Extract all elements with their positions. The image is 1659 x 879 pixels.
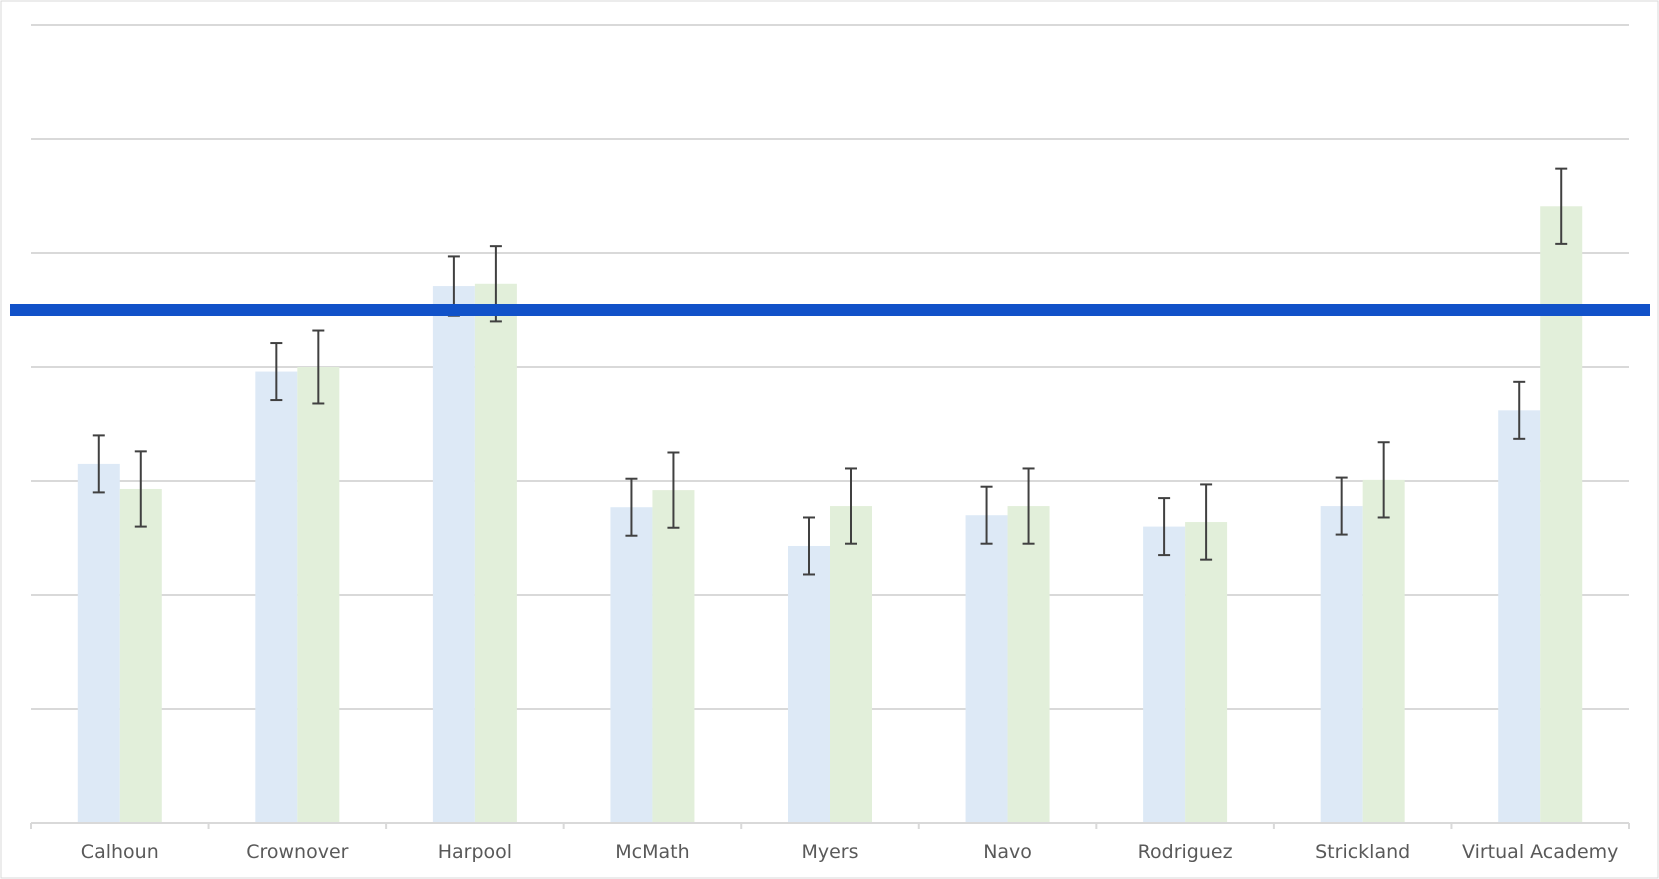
- tick-label: Virtual Academy: [1462, 841, 1618, 863]
- tick-label: Myers: [801, 841, 858, 863]
- tick-label: McMath: [615, 841, 689, 863]
- bar: [830, 506, 872, 823]
- tick-label: Strickland: [1315, 841, 1410, 863]
- x-axis: [30, 822, 1630, 829]
- tick-label: Calhoun: [81, 841, 159, 863]
- bar: [1185, 522, 1228, 823]
- category-labels: Calhoun Crownover Harpool McMath Myers Navo Ro…: [81, 841, 1619, 863]
- tick-label: Navo: [983, 841, 1032, 863]
- bar: [1007, 506, 1050, 823]
- error-bars: [92, 167, 1568, 576]
- tick-label: Crownover: [246, 841, 348, 863]
- bar: [1362, 479, 1405, 823]
- bar: [1540, 206, 1583, 823]
- tick-label: Rodriguez: [1138, 841, 1233, 863]
- bar: [119, 488, 162, 823]
- bars: [77, 206, 1583, 823]
- bar: [255, 371, 298, 823]
- tick-label: Harpool: [438, 841, 512, 863]
- bar: [474, 283, 517, 823]
- bar: [965, 515, 1008, 823]
- bar: [610, 507, 653, 823]
- bar: [788, 545, 830, 823]
- bar: [652, 490, 695, 823]
- bar: [77, 463, 120, 823]
- bar: [1498, 410, 1541, 823]
- bar: [432, 286, 475, 823]
- bar: [1320, 506, 1363, 823]
- bar: [1143, 526, 1186, 823]
- bar: [297, 367, 340, 823]
